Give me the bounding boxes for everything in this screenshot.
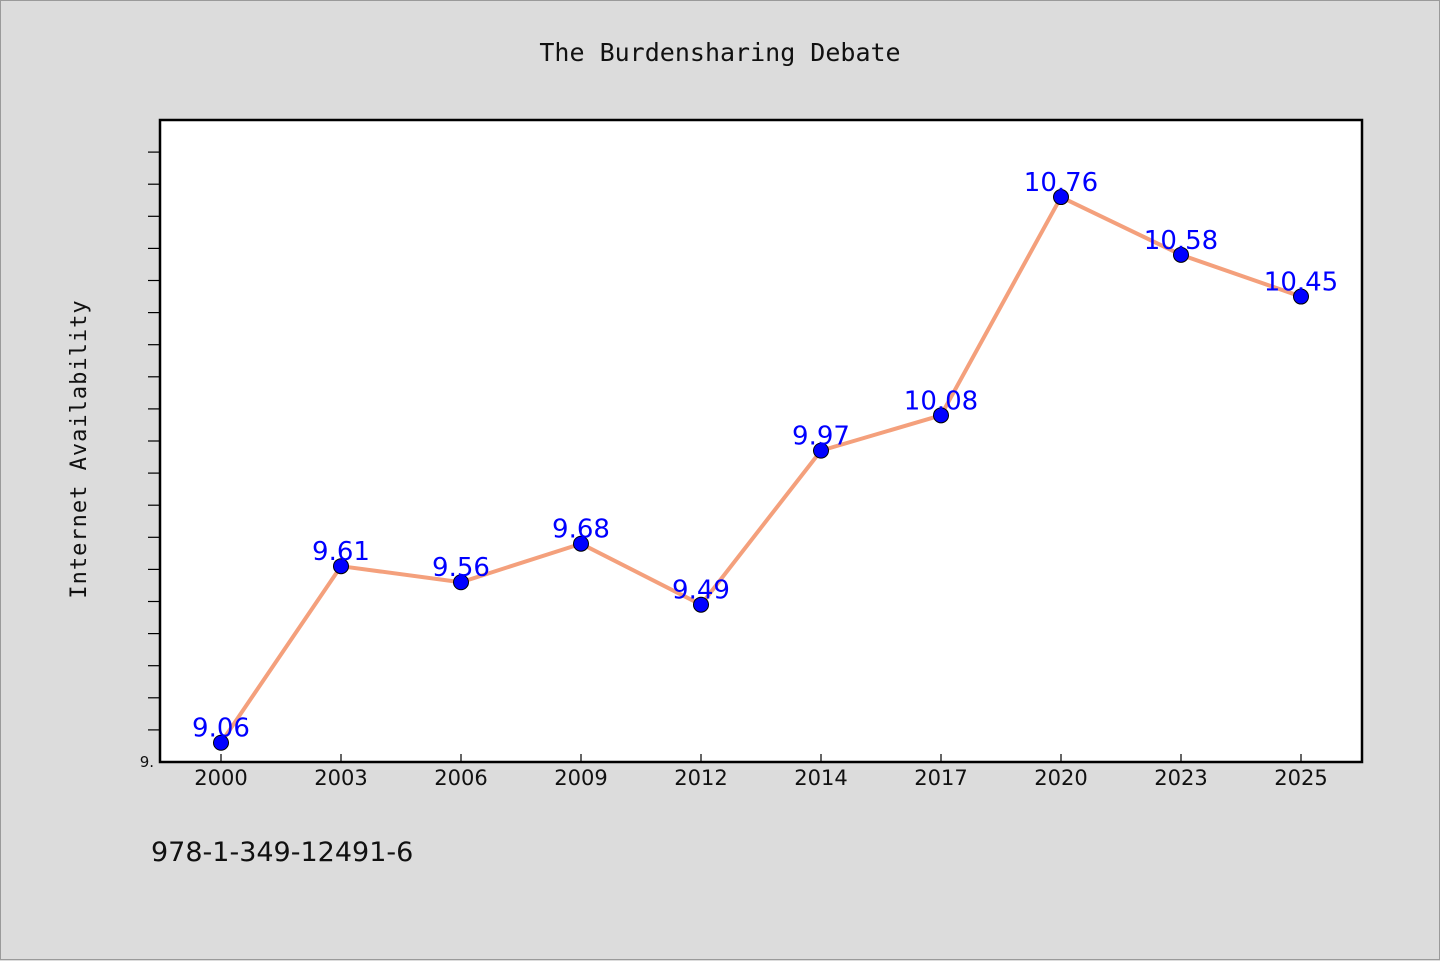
data-label: 9.49 [672, 576, 730, 606]
data-point [1173, 246, 1189, 263]
y-axis-ticks: 9. [140, 151, 160, 771]
data-label: 9.68 [552, 515, 610, 545]
y-tick-label: 9. [140, 753, 154, 771]
footer-identifier: 978-1-349-12491-6 [151, 837, 414, 868]
data-labels: 9.06 9.61 9.56 9.68 9.49 9.97 10.08 10.76 10.58 1… [192, 168, 1338, 744]
data-point [933, 407, 949, 424]
plot-area [158, 118, 1364, 764]
x-tick-label: 2023 [1154, 766, 1207, 790]
data-label: 10.58 [1144, 226, 1218, 256]
x-tick-label: 2012 [674, 766, 727, 790]
chart-title: The Burdensharing Debate [539, 38, 900, 67]
data-label: 9.97 [792, 422, 850, 452]
data-point [333, 558, 349, 575]
x-tick-label: 2020 [1034, 766, 1087, 790]
data-point [813, 442, 829, 459]
x-tick-label: 2000 [194, 766, 247, 790]
x-axis-ticks: 2000 2003 2006 2009 2012 2014 2017 2020 2023 2025 [194, 754, 1328, 790]
data-label: 9.56 [432, 553, 490, 583]
data-label: 10.08 [904, 386, 978, 416]
data-point [1293, 288, 1309, 305]
x-tick-label: 2003 [314, 766, 367, 790]
y-axis-label: Internet Availability [67, 299, 92, 598]
series-line [219, 195, 1303, 745]
x-tick-label: 2025 [1274, 766, 1327, 790]
data-point [213, 734, 229, 751]
x-tick-label: 2014 [794, 766, 847, 790]
data-label: 10.76 [1024, 168, 1098, 198]
data-point [573, 535, 589, 552]
x-tick-label: 2017 [914, 766, 967, 790]
x-tick-label: 2009 [554, 766, 607, 790]
data-label: 9.06 [192, 714, 250, 744]
data-point [453, 574, 469, 591]
series-layer [213, 189, 1309, 751]
data-label: 10.45 [1264, 268, 1338, 298]
data-point [1053, 189, 1069, 206]
x-tick-label: 2006 [434, 766, 487, 790]
data-label: 9.61 [312, 537, 370, 567]
data-point [693, 596, 709, 613]
